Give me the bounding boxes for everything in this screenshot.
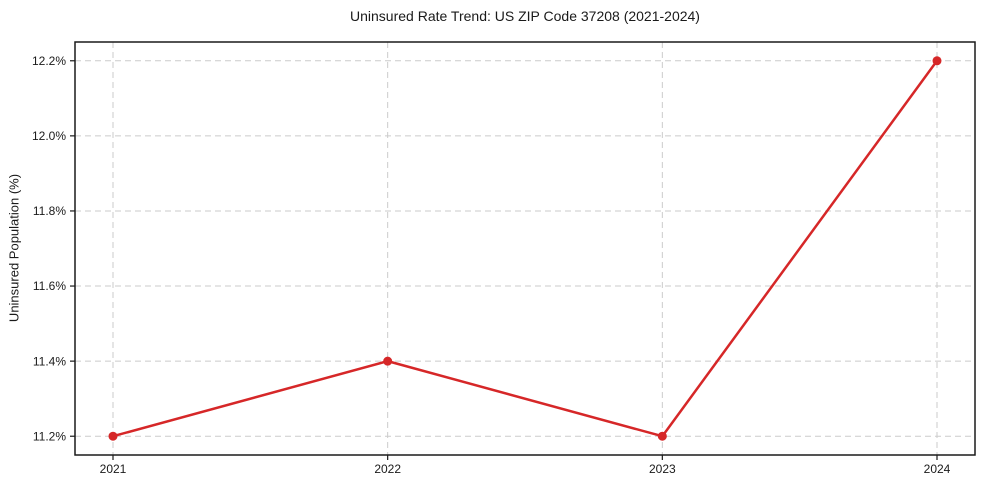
data-point: [108, 431, 118, 441]
x-tick-label: 2021: [100, 462, 127, 476]
plot-border: [74, 41, 976, 456]
data-point: [932, 56, 942, 66]
x-tick-label: 2023: [649, 462, 676, 476]
chart-title: Uninsured Rate Trend: US ZIP Code 37208 …: [350, 8, 700, 24]
y-tick-label: 11.4%: [33, 354, 66, 368]
y-tick-label: 12.2%: [32, 54, 66, 68]
trend-line: [111, 59, 939, 438]
x-tick-label: 2024: [924, 462, 951, 476]
data-point: [657, 431, 667, 441]
x-tick-label: 2022: [374, 462, 401, 476]
y-tick-label: 11.2%: [33, 429, 66, 443]
data-point: [383, 356, 393, 366]
y-tick-label: 12.0%: [32, 129, 66, 143]
y-tick-label: 11.8%: [33, 204, 66, 218]
y-tick-label: 11.6%: [33, 279, 66, 293]
